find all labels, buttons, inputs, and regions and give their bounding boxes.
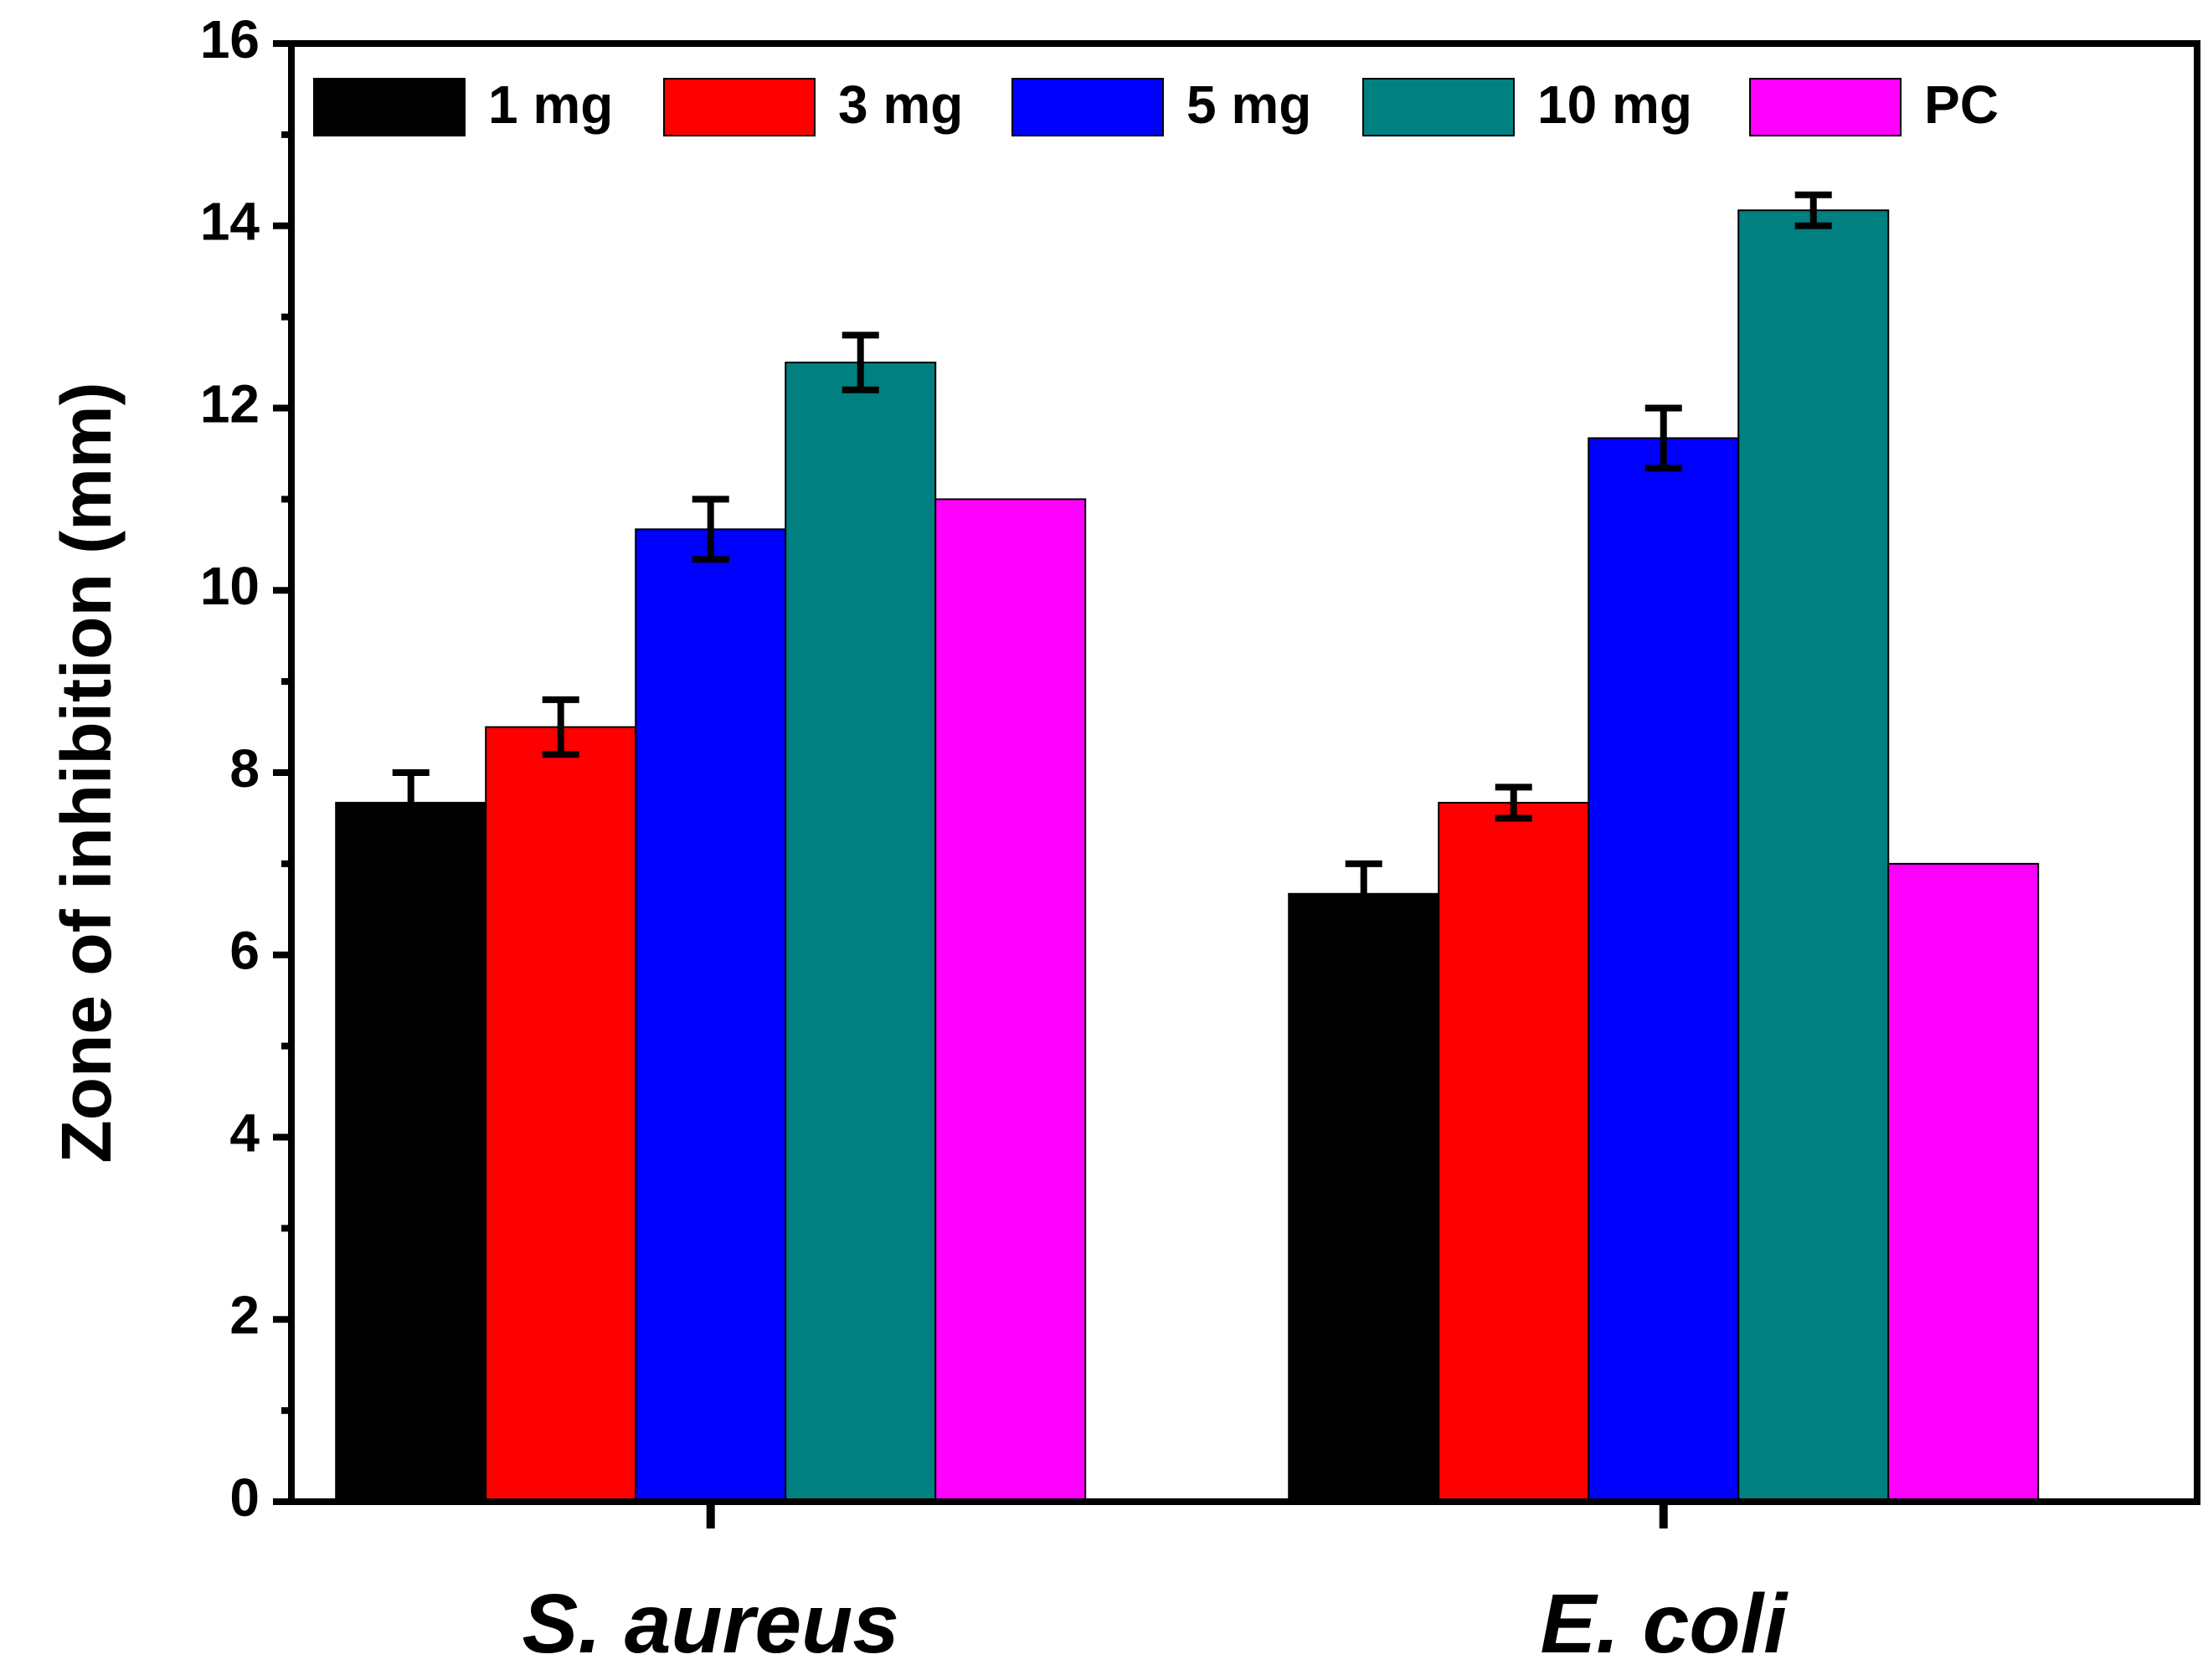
legend-swatch-5mg	[1011, 78, 1164, 136]
bar-1mg-e-coli	[1288, 892, 1440, 1503]
legend-swatch-pc	[1749, 78, 1902, 136]
y-tick-label: 10	[200, 556, 260, 616]
y-tick-label: 12	[200, 373, 260, 434]
bar-3mg-e-coli	[1438, 801, 1590, 1503]
bar-5mg-s-aureus	[635, 528, 787, 1503]
legend: 1 mg 3 mg 5 mg 10 mg PC	[313, 74, 1999, 136]
y-tick-label: 0	[229, 1467, 260, 1528]
y-tick-label: 4	[229, 1102, 260, 1163]
x-category-label: S. aureus	[522, 1577, 899, 1671]
legend-label: 3 mg	[838, 74, 963, 135]
bar-10mg-e-coli	[1737, 209, 1890, 1503]
legend-swatch-10mg	[1362, 78, 1515, 136]
legend-label: 1 mg	[488, 74, 613, 135]
legend-swatch-1mg	[313, 78, 466, 136]
bar-PC-s-aureus	[934, 498, 1087, 1503]
y-tick-label: 14	[200, 192, 260, 252]
x-category-label: E. coli	[1540, 1577, 1789, 1671]
legend-label: 10 mg	[1537, 74, 1692, 135]
bar-PC-e-coli	[1887, 862, 2040, 1503]
y-tick-label: 16	[200, 9, 260, 69]
legend-label: PC	[1924, 74, 1999, 135]
bar-5mg-e-coli	[1588, 437, 1740, 1503]
error-bar-layer	[392, 191, 1832, 927]
bar-layer	[335, 209, 2040, 1503]
y-axis-title: Zone of inhibition (mm)	[47, 382, 126, 1163]
y-tick-label: 2	[229, 1285, 260, 1345]
legend-swatch-3mg	[663, 78, 816, 136]
y-axis-ticks: 0 2 4 6 8 10 12 14 16	[200, 9, 291, 1528]
bar-1mg-s-aureus	[335, 801, 487, 1503]
legend-label: 5 mg	[1186, 74, 1311, 135]
y-tick-label: 8	[229, 738, 260, 799]
x-axis-ticks: S. aureus E. coli	[522, 1502, 1789, 1671]
y-tick-label: 6	[229, 921, 260, 981]
bar-3mg-s-aureus	[485, 726, 637, 1503]
bar-10mg-s-aureus	[785, 362, 937, 1503]
